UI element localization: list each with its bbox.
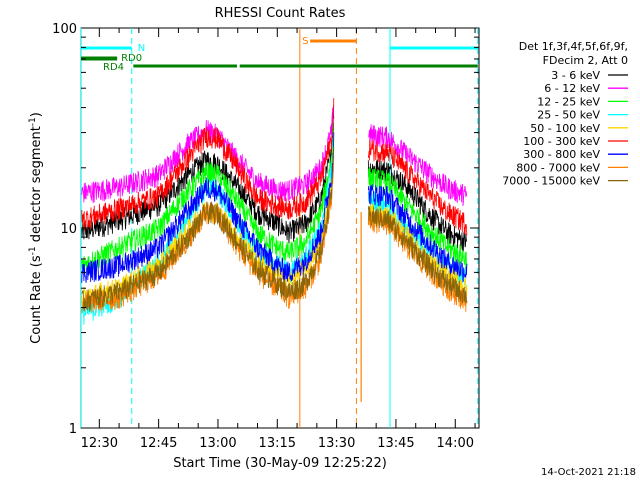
series-line bbox=[81, 146, 468, 312]
y-axis-label-sup2: -1 bbox=[28, 117, 38, 126]
chart-title: RHESSI Count Rates bbox=[215, 6, 346, 21]
series-line bbox=[81, 128, 468, 275]
x-tick-label: 12:30 bbox=[81, 436, 118, 451]
flag-label: RD0 bbox=[121, 53, 142, 64]
series-line bbox=[81, 104, 468, 207]
y-axis-label: Count Rate (s-1 detector segment-1) bbox=[28, 112, 44, 344]
legend: Det 1f,3f,4f,5f,6f,9f,FDecim 2, Att 0 3 -… bbox=[502, 40, 628, 188]
legend-label: 3 - 6 keV bbox=[551, 69, 600, 82]
y-axis-label-sup1: -1 bbox=[28, 246, 38, 255]
flag-label: RD4 bbox=[103, 62, 124, 73]
legend-label: 6 - 12 keV bbox=[544, 82, 600, 95]
y-tick-label: 1 bbox=[69, 422, 77, 437]
y-tick-label: 100 bbox=[52, 22, 77, 37]
flag-label: S bbox=[302, 36, 308, 47]
legend-label: 7000 - 15000 keV bbox=[502, 175, 600, 188]
y-axis-label-end: ) bbox=[29, 112, 44, 117]
x-axis: 12:30 12:45 13:00 13:15 13:30 13:45 14:00 bbox=[81, 28, 476, 451]
legend-label: 12 - 25 keV bbox=[537, 95, 600, 108]
flag-label: N bbox=[138, 43, 145, 54]
legend-label: 300 - 800 keV bbox=[523, 148, 600, 161]
legend-label: 50 - 100 keV bbox=[530, 122, 600, 135]
timestamp: 14-Oct-2021 21:18 bbox=[541, 467, 636, 478]
x-axis-label: Start Time (30-May-09 12:25:22) bbox=[173, 456, 387, 471]
x-tick-label: 13:00 bbox=[199, 436, 236, 451]
legend-header: Det 1f,3f,4f,5f,6f,9f, bbox=[519, 40, 628, 53]
y-tick-label: 10 bbox=[60, 222, 77, 237]
legend-header: FDecim 2, Att 0 bbox=[543, 54, 628, 67]
y-axis-label-mid: detector segment bbox=[29, 126, 44, 246]
y-axis-label-main: Count Rate (s bbox=[29, 255, 44, 344]
x-tick-label: 13:15 bbox=[259, 436, 296, 451]
x-tick-label: 13:30 bbox=[318, 436, 355, 451]
y-axis: 1 10 100 bbox=[52, 22, 479, 437]
x-tick-label: 12:45 bbox=[140, 436, 177, 451]
x-tick-label: 14:00 bbox=[437, 436, 474, 451]
legend-label: 100 - 300 keV bbox=[523, 135, 600, 148]
series-lines bbox=[81, 98, 468, 402]
legend-label: 800 - 7000 keV bbox=[516, 161, 600, 174]
legend-label: 25 - 50 keV bbox=[537, 109, 600, 122]
x-tick-label: 13:45 bbox=[377, 436, 414, 451]
series-line bbox=[81, 98, 468, 236]
series-line bbox=[81, 132, 468, 283]
